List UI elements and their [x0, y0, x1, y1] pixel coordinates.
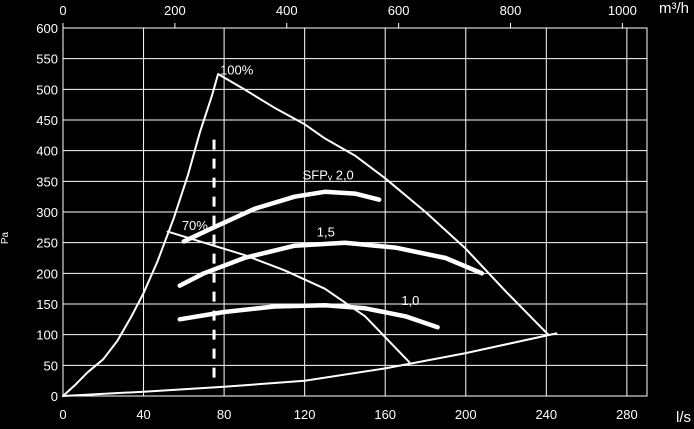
top-axis-tick-label: 800 — [500, 3, 522, 18]
series-line — [177, 240, 485, 288]
y-tick-label: 300 — [36, 205, 58, 220]
plot-frame — [62, 27, 648, 397]
series-layer — [62, 73, 558, 397]
y-tick-label: 500 — [36, 82, 58, 97]
y-tick-label: 450 — [36, 113, 58, 128]
y-tick-label: 600 — [36, 21, 58, 36]
y-tick-label: 550 — [36, 52, 58, 67]
series-label: 70% — [182, 218, 208, 233]
y-axis-title: Pa — [0, 231, 11, 244]
series-line — [62, 332, 558, 397]
x-tick-label: 0 — [59, 407, 66, 422]
top-axis-title: m³/h — [659, 0, 689, 17]
y-tick-label: 50 — [44, 358, 58, 373]
y-tick-label: 400 — [36, 144, 58, 159]
top-axis-tick-label: 400 — [276, 3, 298, 18]
x-tick-label: 280 — [616, 407, 638, 422]
y-tick-label: 0 — [51, 389, 58, 404]
top-axis-tick-label: 0 — [59, 3, 66, 18]
x-tick-label: 160 — [374, 407, 396, 422]
top-axis-tick-label: 200 — [164, 3, 186, 18]
x-tick-label: 80 — [217, 407, 231, 422]
series-line — [181, 189, 382, 244]
top-axis-tick-label: 600 — [388, 3, 410, 18]
series-line — [177, 302, 440, 330]
x-tick-label: 240 — [535, 407, 557, 422]
series-line — [166, 230, 411, 364]
series-label: 100% — [220, 63, 254, 78]
series-label: SFPᵥ 2,0 — [303, 167, 354, 182]
series-labels: 100% 70% SFPᵥ 2,0 1,5 1,0 — [182, 63, 420, 309]
series-label: 1,0 — [401, 293, 419, 308]
x-axis-title: l/s — [676, 409, 691, 426]
x-tick-label: 200 — [455, 407, 477, 422]
y-tick-label: 250 — [36, 236, 58, 251]
y-tick-label: 200 — [36, 266, 58, 281]
series-label: 1,5 — [317, 225, 335, 240]
y-tick-label: 100 — [36, 328, 58, 343]
y-tick-label: 150 — [36, 297, 58, 312]
y-tick-label: 350 — [36, 174, 58, 189]
series-line — [62, 73, 550, 397]
top-axis-tick-label: 1000 — [608, 3, 637, 18]
x-tick-label: 40 — [136, 407, 150, 422]
x-tick-label: 120 — [294, 407, 316, 422]
